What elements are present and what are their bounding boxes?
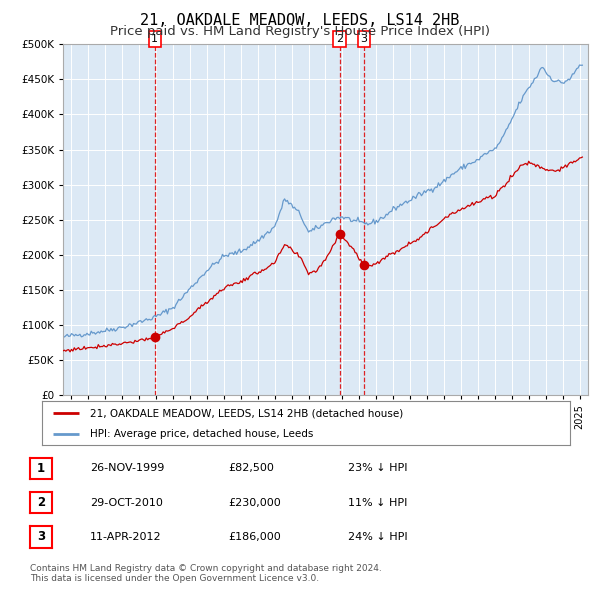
Text: 1: 1 — [151, 34, 158, 44]
Text: 11-APR-2012: 11-APR-2012 — [90, 532, 161, 542]
Text: £230,000: £230,000 — [228, 498, 281, 507]
Text: Contains HM Land Registry data © Crown copyright and database right 2024.
This d: Contains HM Land Registry data © Crown c… — [30, 563, 382, 583]
Text: £82,500: £82,500 — [228, 464, 274, 473]
Text: HPI: Average price, detached house, Leeds: HPI: Average price, detached house, Leed… — [89, 428, 313, 438]
Text: 23% ↓ HPI: 23% ↓ HPI — [348, 464, 407, 473]
Text: £186,000: £186,000 — [228, 532, 281, 542]
Text: 3: 3 — [37, 530, 45, 543]
Text: 21, OAKDALE MEADOW, LEEDS, LS14 2HB: 21, OAKDALE MEADOW, LEEDS, LS14 2HB — [140, 13, 460, 28]
Text: 11% ↓ HPI: 11% ↓ HPI — [348, 498, 407, 507]
Text: 2: 2 — [336, 34, 343, 44]
Text: 26-NOV-1999: 26-NOV-1999 — [90, 464, 164, 473]
Text: 29-OCT-2010: 29-OCT-2010 — [90, 498, 163, 507]
Text: 3: 3 — [361, 34, 368, 44]
Text: 21, OAKDALE MEADOW, LEEDS, LS14 2HB (detached house): 21, OAKDALE MEADOW, LEEDS, LS14 2HB (det… — [89, 408, 403, 418]
Text: 1: 1 — [37, 462, 45, 475]
Text: Price paid vs. HM Land Registry's House Price Index (HPI): Price paid vs. HM Land Registry's House … — [110, 25, 490, 38]
Text: 24% ↓ HPI: 24% ↓ HPI — [348, 532, 407, 542]
Text: 2: 2 — [37, 496, 45, 509]
